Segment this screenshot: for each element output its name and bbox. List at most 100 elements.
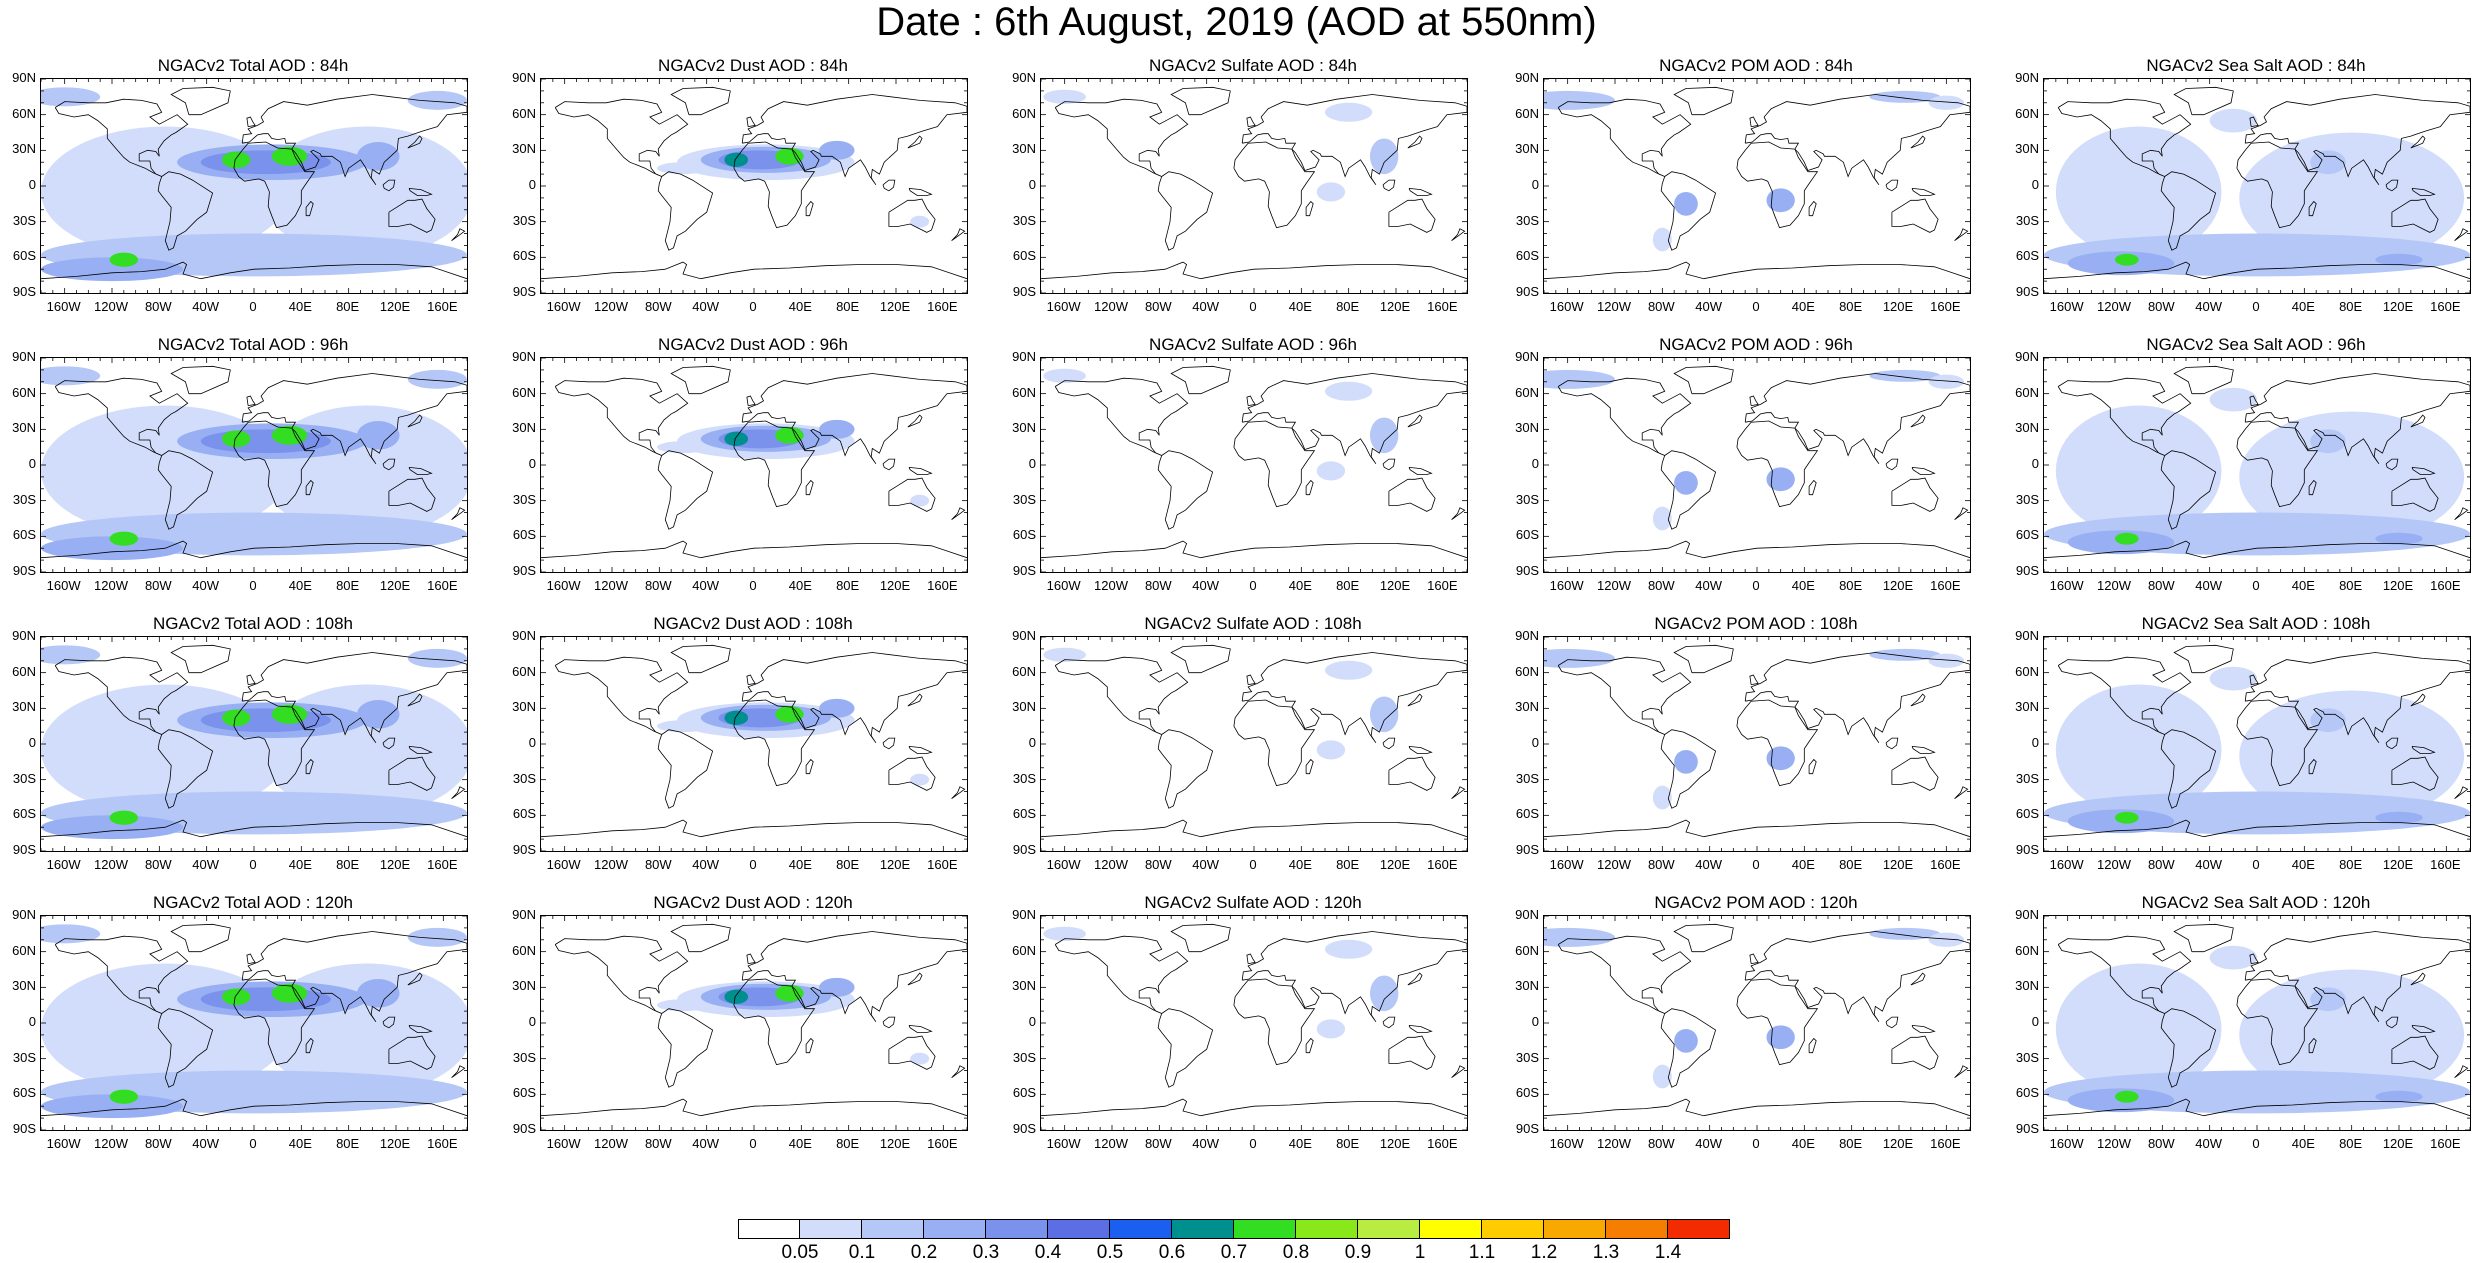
lon-tick-label: 120W	[594, 578, 628, 593]
coastline	[541, 540, 967, 559]
lon-tick-label: 80E	[836, 1136, 860, 1151]
lon-tick-label: 120E	[1882, 578, 1914, 593]
aod-field	[1869, 648, 1941, 661]
lat-tick-label: 60N	[512, 942, 536, 958]
coastline	[41, 540, 467, 559]
lon-tick-label: 120E	[1379, 857, 1411, 872]
coastline	[554, 98, 689, 177]
lat-tick-label: 90N	[1515, 70, 1539, 85]
lon-tick-label: 0	[1752, 299, 1760, 314]
coastline	[1382, 737, 1396, 750]
lon-tick-label: 40E	[1288, 857, 1312, 872]
aod-field	[910, 215, 930, 228]
coastline	[2244, 652, 2470, 744]
lon-tick-label: 120W	[1094, 857, 1128, 872]
world-map	[1040, 915, 1468, 1131]
lon-tick-label: 160E	[1427, 299, 1458, 314]
lon-tick-label: 160W	[1046, 299, 1081, 314]
lat-tick-label: 30N	[12, 420, 36, 436]
map-panel-pom-r3: NGACv2 POM AOD : 108h 90N 60N 30N 0 30S 60S 90S…	[1515, 614, 1971, 872]
lat-tick-label: 90S	[1515, 563, 1539, 578]
aod-field	[910, 773, 930, 786]
aod-field	[1043, 926, 1086, 941]
lon-tick-label: 0	[249, 857, 257, 872]
aod-field	[356, 700, 400, 729]
aod-field	[2115, 532, 2139, 545]
lon-tick-label: 160E	[927, 857, 958, 872]
coastline	[1382, 179, 1396, 192]
coastline	[1041, 1098, 1467, 1117]
coastline	[1246, 116, 1256, 127]
coastline	[1233, 699, 1316, 787]
lat-tick-label: 30S	[512, 212, 536, 228]
coastline	[1660, 1008, 1717, 1088]
aod-field	[1325, 939, 1373, 959]
aod-field	[1043, 89, 1086, 104]
aod-field	[2310, 708, 2346, 733]
lat-tick-label: 30S	[2015, 212, 2039, 228]
coastline	[241, 94, 467, 186]
coastline	[907, 414, 923, 428]
coastline	[805, 758, 814, 775]
lon-tick-label: 80W	[144, 578, 172, 593]
aod-field	[1369, 975, 1399, 1012]
coastline	[1954, 507, 1969, 521]
lon-tick-label: 80W	[144, 299, 172, 314]
lat-tick-label: 30N	[2015, 420, 2039, 436]
coastline	[2044, 540, 2470, 559]
lat-tick-label: 0	[28, 1014, 36, 1029]
lon-tick-label: 40W	[1192, 299, 1220, 314]
coastline	[1407, 135, 1423, 149]
coastline	[1157, 450, 1214, 530]
aod-field	[1369, 417, 1399, 454]
lat-tick-label: 60S	[1515, 248, 1539, 264]
coastline	[2249, 116, 2259, 127]
lat-tick-label: 90S	[1515, 284, 1539, 299]
coastline	[1041, 819, 1467, 838]
coastline	[554, 656, 689, 735]
lat-tick-label: 60S	[512, 248, 536, 264]
lon-tick-label: 0	[749, 578, 757, 593]
coastline	[554, 377, 689, 456]
panel-title: NGACv2 POM AOD : 120h	[1654, 893, 1858, 912]
coastline	[888, 477, 936, 512]
coastline	[2244, 373, 2470, 465]
coastline	[2385, 179, 2399, 192]
colorbar-label: 0.7	[1220, 1242, 1248, 1263]
lon-tick-label: 80E	[2339, 578, 2363, 593]
aod-field	[109, 252, 139, 267]
aod-field	[2115, 253, 2139, 266]
coastline	[1557, 98, 1692, 177]
coastline	[170, 644, 231, 674]
coastline	[451, 1065, 466, 1079]
coastline	[657, 729, 714, 809]
coastline	[2057, 935, 2192, 1014]
lon-tick-label: 160W	[46, 578, 81, 593]
coastline	[1954, 228, 1969, 242]
lon-tick-label: 160W	[1549, 578, 1584, 593]
coastline	[1041, 261, 1467, 280]
aod-field	[109, 1089, 139, 1104]
coastline	[2044, 1098, 2470, 1117]
lon-tick-label: 80W	[2147, 1136, 2175, 1151]
lon-tick-label: 120W	[1094, 578, 1128, 593]
lon-tick-label: 80W	[2147, 857, 2175, 872]
lon-tick-label: 40E	[288, 578, 312, 593]
lat-tick-label: 60N	[1012, 384, 1036, 400]
coastline	[2173, 86, 2234, 116]
coastline	[733, 141, 816, 229]
lat-tick-label: 90S	[12, 284, 36, 299]
coastline	[2244, 94, 2470, 186]
lon-tick-label: 120W	[2097, 299, 2131, 314]
coastline	[1673, 923, 1734, 953]
aod-field	[1766, 188, 1795, 213]
coastline	[2236, 420, 2319, 508]
colorbar-label: 0.9	[1344, 1242, 1372, 1263]
coastline	[1233, 978, 1316, 1066]
lat-tick-label: 90S	[2015, 563, 2039, 578]
coastline	[908, 188, 933, 196]
coastline	[1744, 373, 1970, 465]
aod-field	[819, 140, 855, 160]
lon-tick-label: 160E	[427, 857, 458, 872]
lon-tick-label: 120E	[2382, 857, 2414, 872]
